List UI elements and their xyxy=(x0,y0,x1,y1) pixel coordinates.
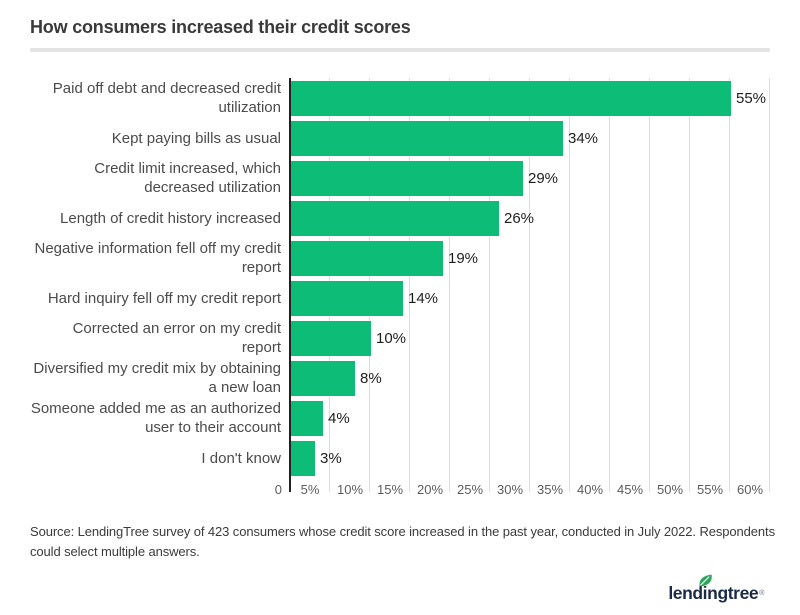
bar-chart: Paid off debt and decreased credit utili… xyxy=(30,78,771,500)
title-divider xyxy=(30,48,770,52)
registered-mark: ® xyxy=(759,590,764,597)
bar xyxy=(291,80,731,116)
bar xyxy=(291,320,371,356)
x-tick-label: 20% xyxy=(416,481,444,497)
x-tick-label: 5% xyxy=(300,481,320,497)
bar-area: 55% xyxy=(289,78,770,118)
bar xyxy=(291,120,563,156)
x-tick-label: 15% xyxy=(376,481,404,497)
lendingtree-logo: lendingtree® xyxy=(668,574,764,604)
bar-area: 4% xyxy=(289,398,770,438)
bar xyxy=(291,160,523,196)
bar xyxy=(291,360,355,396)
category-label: Hard inquiry fell off my credit report xyxy=(47,289,281,307)
value-label: 19% xyxy=(448,249,479,267)
chart-row: Hard inquiry fell off my credit report 1… xyxy=(30,278,770,318)
x-axis-ticks: 0 5% 10% 15% 20% 25% 30% 35% 40% 45% 50% 55% 60% xyxy=(30,478,770,500)
value-label: 55% xyxy=(736,89,767,107)
x-tick-label: 40% xyxy=(576,481,604,497)
x-tick-label: 45% xyxy=(616,481,644,497)
bar xyxy=(291,240,443,276)
bar xyxy=(291,400,323,436)
bar-area: 8% xyxy=(289,358,770,398)
logo-text: lendingtree xyxy=(668,583,759,603)
chart-row: Kept paying bills as usual 34% xyxy=(30,118,770,158)
header: How consumers increased their credit sco… xyxy=(0,0,800,52)
category-label: Credit limit increased, which decreased … xyxy=(94,160,281,196)
bar xyxy=(291,440,315,476)
chart-row: Length of credit history increased 26% xyxy=(30,198,770,238)
category-label: Paid off debt and decreased credit utili… xyxy=(52,80,281,116)
category-label: Length of credit history increased xyxy=(60,209,281,227)
value-label: 34% xyxy=(568,129,599,147)
value-label: 26% xyxy=(504,209,535,227)
value-label: 29% xyxy=(528,169,559,187)
chart-rows: Paid off debt and decreased credit utili… xyxy=(30,78,770,478)
value-label: 4% xyxy=(328,409,350,427)
bar-area: 14% xyxy=(289,278,770,318)
x-tick-label: 30% xyxy=(496,481,524,497)
leaf-icon xyxy=(699,574,713,587)
category-label: Corrected an error on my credit report xyxy=(72,320,281,356)
value-label: 8% xyxy=(360,369,382,387)
page-title: How consumers increased their credit sco… xyxy=(30,17,411,37)
chart-row: Diversified my credit mix by obtaining a… xyxy=(30,358,770,398)
chart-row: Negative information fell off my credit … xyxy=(30,238,770,278)
x-tick-labels: 5% 10% 15% 20% 25% 30% 35% 40% 45% 50% 55% 60% xyxy=(288,482,770,497)
value-label: 10% xyxy=(376,329,407,347)
chart-row: Someone added me as an authorized user t… xyxy=(30,398,770,438)
category-label: I don't know xyxy=(201,449,281,467)
chart-row: Corrected an error on my credit report 1… xyxy=(30,318,770,358)
chart-row: Credit limit increased, which decreased … xyxy=(30,158,770,198)
x-tick-label: 25% xyxy=(456,481,484,497)
bar-area: 29% xyxy=(289,158,770,198)
x-tick-label: 50% xyxy=(656,481,684,497)
bar xyxy=(291,200,499,236)
chart-row: I don't know 3% xyxy=(30,438,770,478)
x-tick-label-zero: 0 xyxy=(274,481,282,497)
bar-area: 34% xyxy=(289,118,770,158)
value-label: 3% xyxy=(320,449,342,467)
chart-row: Paid off debt and decreased credit utili… xyxy=(30,78,770,118)
category-label: Negative information fell off my credit … xyxy=(34,240,282,276)
bar-area: 10% xyxy=(289,318,770,358)
category-label: Diversified my credit mix by obtaining a… xyxy=(33,360,281,396)
bar-area: 26% xyxy=(289,198,770,238)
logo-row: lendingtree® xyxy=(0,574,800,604)
bar-area: 3% xyxy=(289,438,770,478)
x-tick-label: 35% xyxy=(536,481,564,497)
y-axis-line xyxy=(289,78,291,492)
bar xyxy=(291,280,403,316)
category-label: Kept paying bills as usual xyxy=(111,129,281,147)
source-note: Source: LendingTree survey of 423 consum… xyxy=(30,524,775,559)
x-tick-label: 60% xyxy=(736,481,764,497)
x-tick-label: 10% xyxy=(336,481,364,497)
value-label: 14% xyxy=(408,289,439,307)
category-label: Someone added me as an authorized user t… xyxy=(30,400,281,436)
bar-area: 19% xyxy=(289,238,770,278)
x-tick-label: 55% xyxy=(696,481,724,497)
